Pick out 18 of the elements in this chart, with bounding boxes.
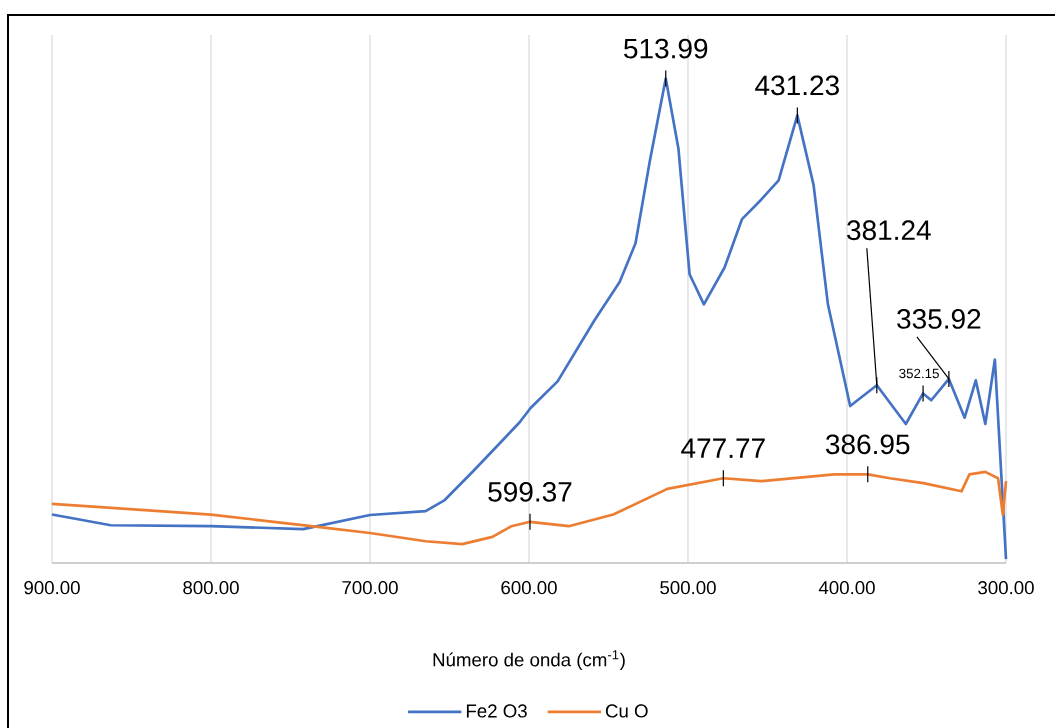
legend-label: Fe2 O3 [466,704,527,718]
x-axis-title: Número de onda (cm$^{-1}$) [433,650,625,671]
x-tick-label: 500.00 [660,581,716,595]
annotation: 335.92 [897,309,981,329]
x-tick-label: 600.00 [501,581,557,595]
annotation: 352.15 [899,368,939,379]
x-tick-label: 700.00 [342,581,398,595]
annotation: 431.23 [755,75,839,96]
x-tick-label: 400.00 [818,581,875,595]
annotation: 386.95 [825,434,910,455]
annotation: 477.77 [681,438,765,458]
x-tick-label: 900.00 [24,581,80,595]
legend-label: Cu O [605,704,648,718]
annotation: 513.99 [624,38,708,59]
x-tick-label: 800.00 [183,581,239,595]
annotation: 599.37 [488,481,572,502]
x-tick-label: 300.00 [978,581,1034,595]
annotation: 381.24 [847,220,931,241]
